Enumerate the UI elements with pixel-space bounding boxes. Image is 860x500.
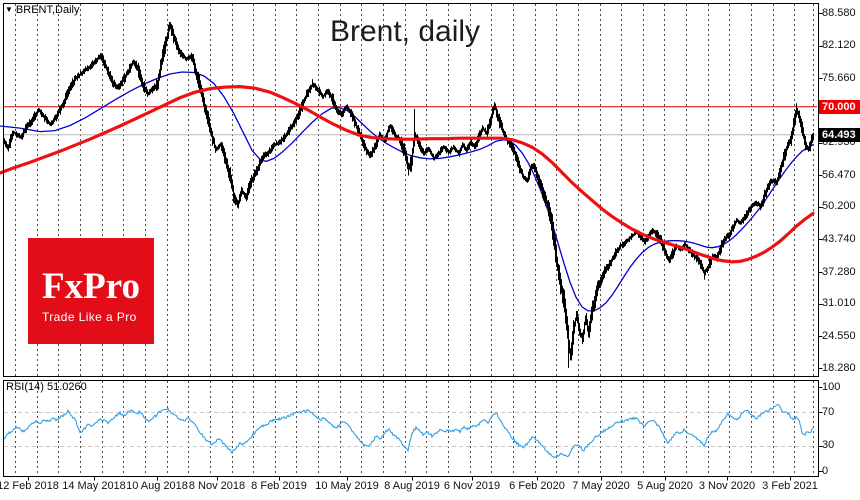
date-label: 14 May 2018 (62, 480, 126, 492)
price-tick-label: 50.200 (822, 200, 856, 212)
rsi-guide-lines (4, 412, 817, 447)
price-tick-label: 75.660 (822, 72, 856, 84)
date-label: 6 Feb 2020 (509, 480, 565, 492)
rsi-tick-label: 100 (822, 381, 841, 393)
rsi-tick-label: 70 (822, 406, 835, 418)
date-label: 8 Nov 2018 (188, 480, 246, 492)
date-label: 3 Feb 2021 (762, 480, 818, 492)
rsi-tick-label: 0 (822, 465, 829, 477)
ma-slow-line (0, 84, 815, 264)
rsi-line (3, 403, 814, 458)
fxpro-logo-text: FxPro (42, 266, 140, 307)
price-tick-label: 82.120 (822, 39, 856, 51)
date-label: 12 Feb 2018 (0, 480, 59, 492)
grid-lines (15, 4, 814, 476)
date-label: 3 Nov 2020 (698, 480, 756, 492)
date-label: 6 Nov 2019 (443, 480, 501, 492)
date-label: 5 Aug 2020 (637, 480, 693, 492)
price-tick-label: 24.550 (822, 330, 856, 342)
current-price-badge: 64.493 (819, 128, 860, 142)
rsi-indicator-label: RSI(14) 51.0260 (6, 381, 87, 393)
date-label: 10 May 2019 (315, 480, 379, 492)
symbol-label: BRENT,Daily (15, 4, 80, 16)
symbol-selector[interactable]: ▼ BRENT,Daily (5, 4, 80, 16)
date-label: 7 May 2020 (572, 480, 630, 492)
price-tick-label: 37.280 (822, 266, 856, 278)
fxpro-logo-tagline: Trade Like a Pro (42, 310, 137, 324)
price-tick-label: 56.470 (822, 169, 856, 181)
level-price-badge: 70.000 (819, 100, 860, 114)
chart-title: Brent, daily (329, 15, 481, 48)
price-tick-label: 88.580 (822, 7, 856, 19)
pane-borders (3, 3, 819, 477)
date-label: 8 Feb 2019 (251, 480, 307, 492)
ma-fast-line (0, 71, 814, 312)
fxpro-logo: FxPro Trade Like a Pro (28, 238, 154, 344)
price-tick-label: 43.740 (822, 233, 856, 245)
price-tick-label: 18.280 (822, 362, 856, 374)
rsi-tick-label: 30 (822, 439, 835, 451)
date-label: 10 Aug 2018 (126, 480, 188, 492)
dropdown-arrow-icon: ▼ (5, 5, 13, 14)
price-tick-label: 31.010 (822, 297, 856, 309)
date-label: 8 Aug 2019 (384, 480, 440, 492)
candlestick-series (4, 22, 814, 368)
